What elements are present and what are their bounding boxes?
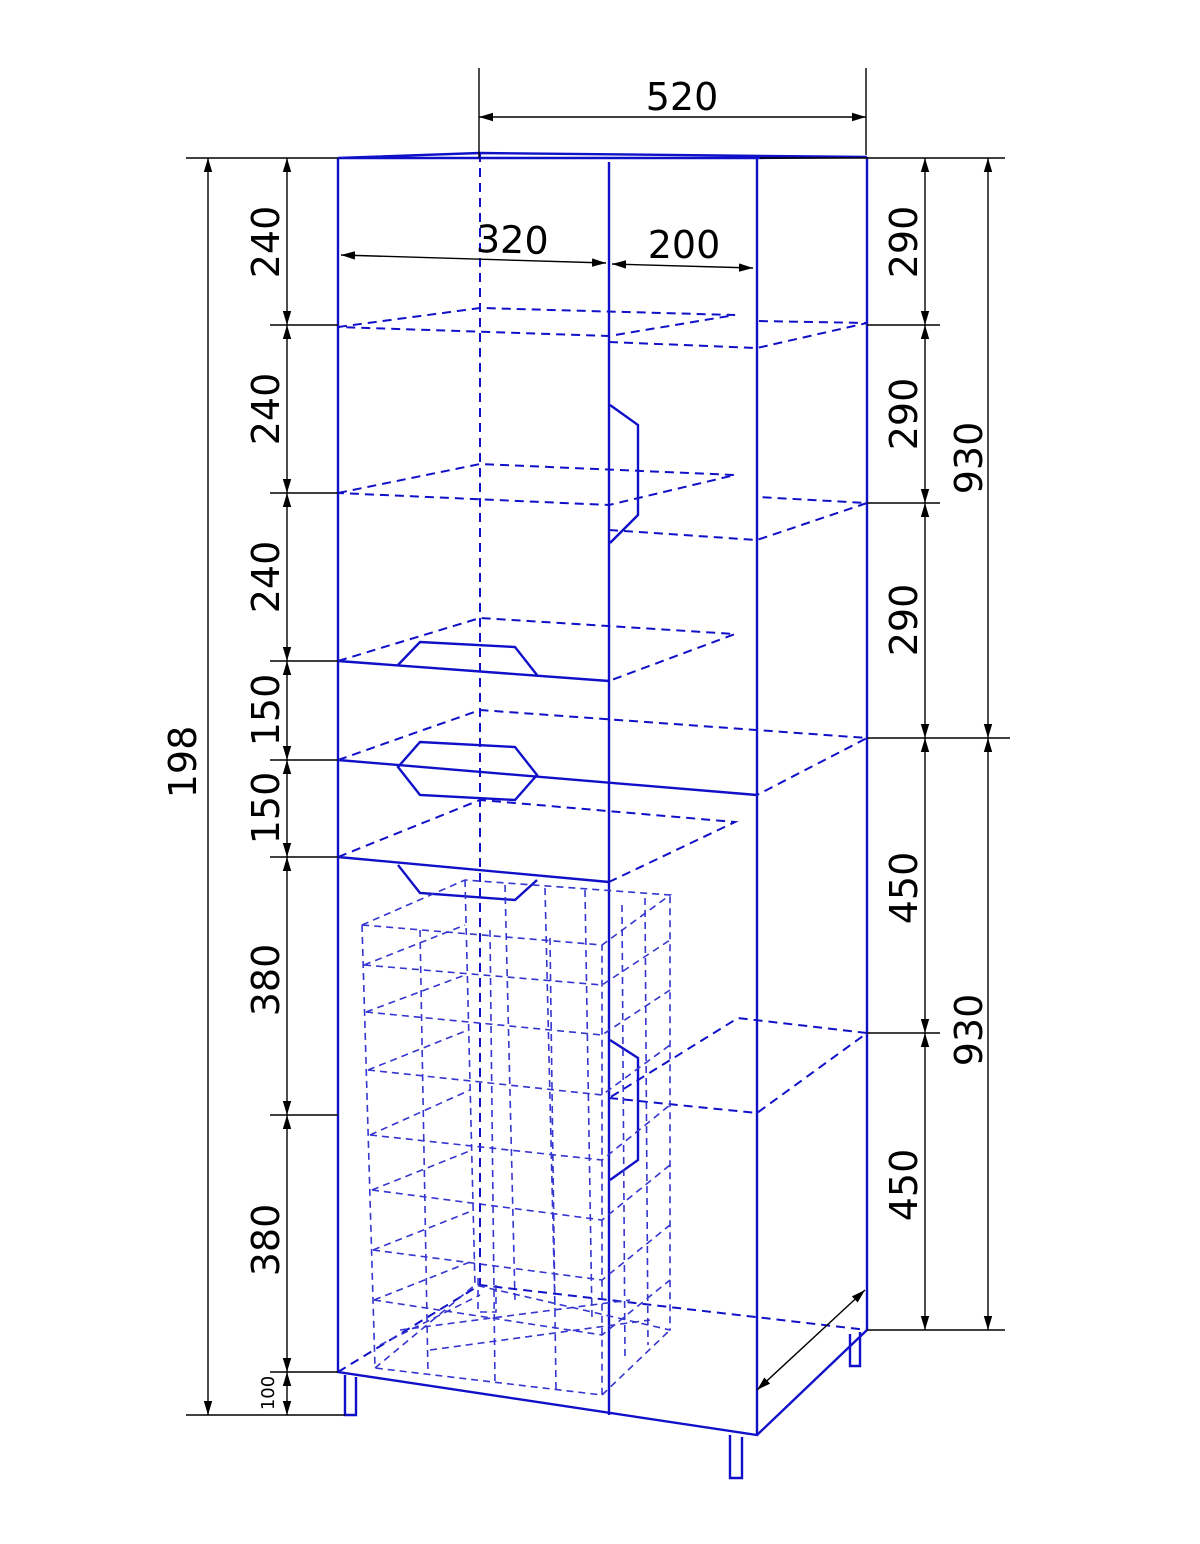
- left-dim-label: 150: [244, 772, 288, 845]
- right-dim-label: 450: [882, 1149, 926, 1222]
- dimension-labels: 520 320 200 198 240 240 240 150 150 380 …: [161, 75, 991, 1410]
- shelves: [337, 306, 871, 1115]
- right-outer-dim-label: 930: [947, 422, 991, 495]
- left-dim-label: 380: [244, 944, 288, 1017]
- handles: [396, 404, 640, 1181]
- right-dim-label: 290: [882, 378, 926, 451]
- width-label: 520: [646, 75, 719, 119]
- right-section-width-label: 200: [648, 223, 721, 267]
- left-dim-label: 100: [258, 1376, 279, 1410]
- overall-height-label: 198: [161, 726, 205, 799]
- left-dim-label: 240: [244, 541, 288, 614]
- laundry-basket: [361, 879, 673, 1396]
- left-dim-label: 240: [244, 373, 288, 446]
- left-dim-label: 150: [244, 674, 288, 747]
- right-dim-label: 290: [882, 584, 926, 657]
- dimension-lines: [186, 68, 1010, 1416]
- right-dim-label: 290: [882, 206, 926, 279]
- left-dim-label: 240: [244, 206, 288, 279]
- left-dim-label: 380: [244, 1204, 288, 1277]
- cabinet-body: [336, 151, 869, 1437]
- right-outer-dim-label: 930: [947, 994, 991, 1067]
- right-dim-label: 450: [882, 852, 926, 925]
- left-section-width-label: 320: [476, 217, 550, 263]
